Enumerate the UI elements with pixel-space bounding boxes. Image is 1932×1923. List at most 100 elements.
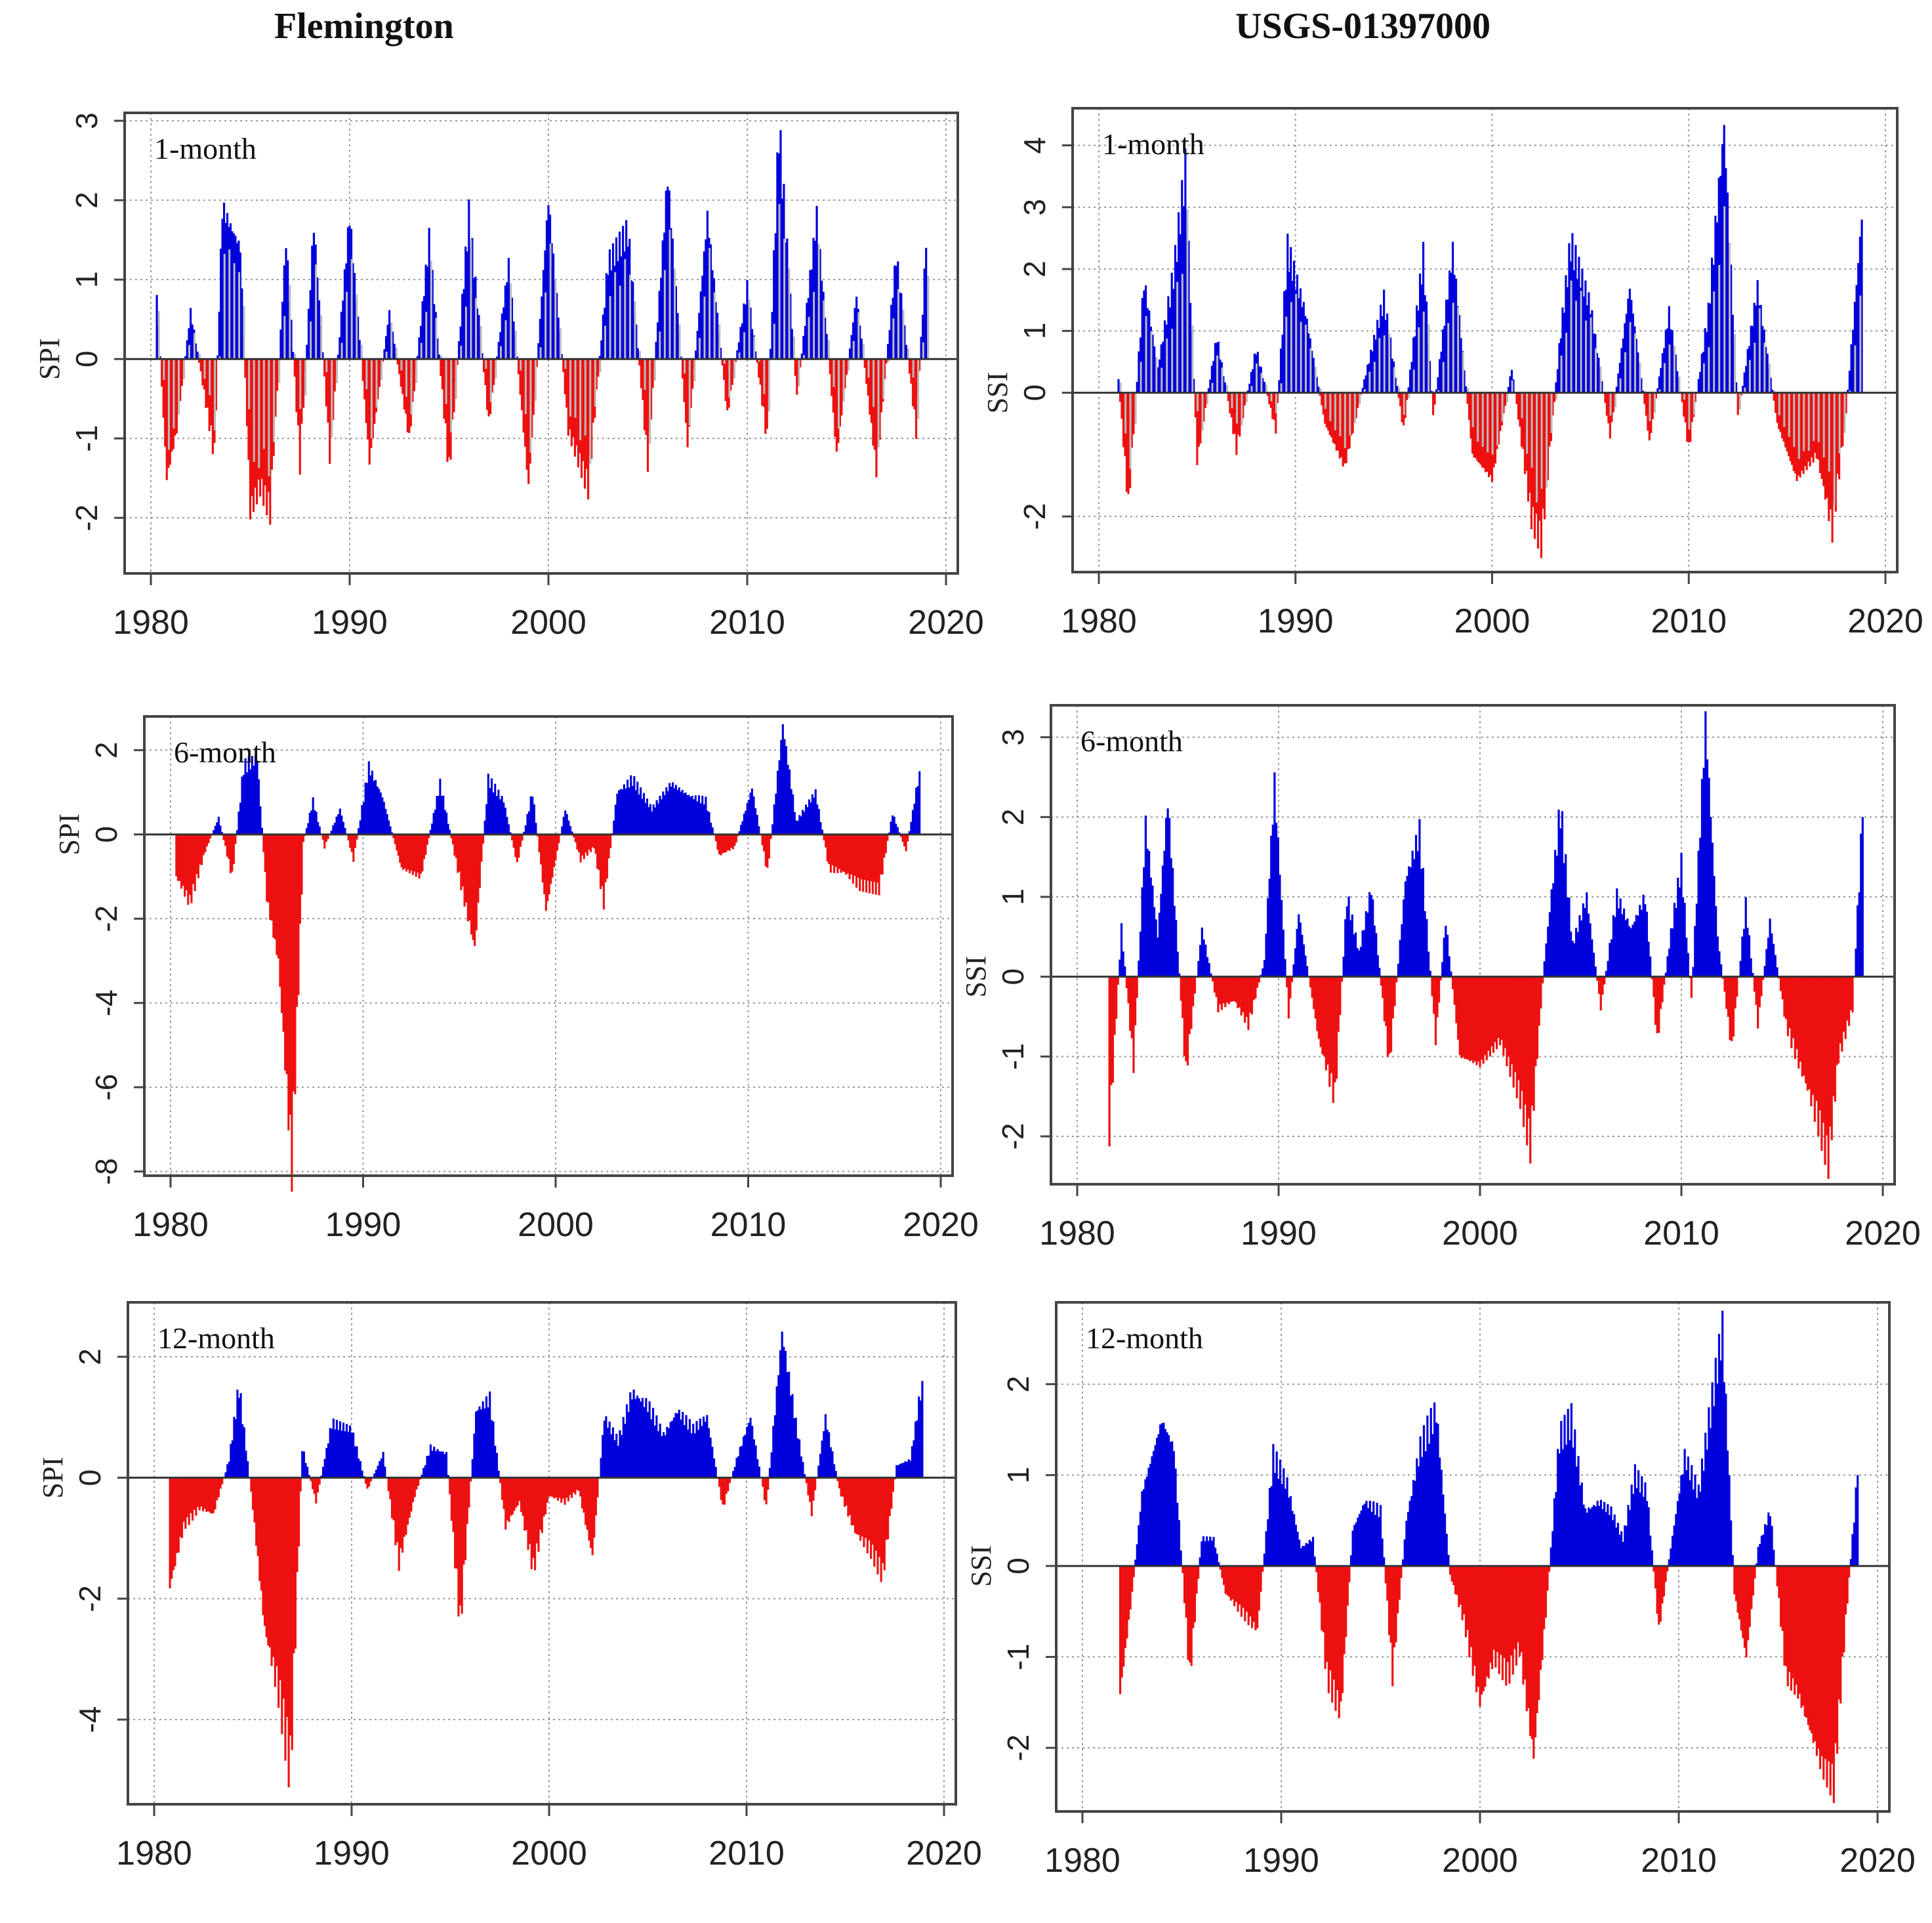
- data-bar: [825, 834, 827, 848]
- x-tick-label: 1990: [1241, 1214, 1317, 1252]
- data-bar: [737, 1456, 740, 1478]
- data-bar: [795, 820, 798, 835]
- data-bar: [1346, 1565, 1349, 1606]
- data-bar: [913, 359, 916, 409]
- data-bar: [1796, 392, 1798, 482]
- data-bar: [711, 1447, 714, 1478]
- data-bar: [804, 325, 806, 360]
- data-bar: [910, 821, 913, 835]
- data-bar: [403, 359, 405, 410]
- data-bar: [548, 834, 550, 895]
- data-bar: [1817, 1565, 1820, 1749]
- data-bar: [231, 834, 234, 872]
- data-bar: [1222, 376, 1225, 393]
- data-bar: [793, 812, 796, 835]
- data-bar: [422, 834, 425, 859]
- data-bar: [774, 233, 777, 360]
- data-bar: [285, 248, 287, 360]
- data-bar: [888, 330, 891, 360]
- data-bar: [1275, 1451, 1278, 1566]
- data-bar: [642, 359, 644, 400]
- data-bar: [617, 790, 621, 835]
- data-bar: [1370, 895, 1372, 977]
- data-bar: [1235, 1565, 1237, 1602]
- data-bar: [643, 1407, 646, 1478]
- data-bar: [553, 1478, 556, 1499]
- data-bar: [463, 834, 466, 907]
- data-bar: [1538, 1565, 1540, 1701]
- data-bar: [1487, 976, 1490, 1051]
- data-bar: [1666, 328, 1669, 393]
- data-bar: [521, 834, 524, 841]
- data-bar: [1358, 950, 1361, 977]
- data-bar: [577, 834, 581, 852]
- data-bar: [1353, 934, 1355, 977]
- data-bar: [1694, 392, 1696, 402]
- data-bar: [1526, 976, 1529, 1146]
- data-bar: [254, 755, 257, 835]
- data-bar: [1609, 943, 1611, 977]
- data-bar: [1532, 976, 1535, 1111]
- data-bar: [1515, 1565, 1517, 1666]
- data-bar: [918, 771, 921, 835]
- data-bar: [1180, 1550, 1182, 1566]
- data-bar: [1329, 1565, 1332, 1670]
- data-bar: [693, 799, 695, 835]
- data-bar: [401, 1478, 404, 1553]
- data-bar: [289, 834, 291, 1115]
- data-bar: [209, 834, 212, 839]
- data-bar: [301, 1451, 304, 1478]
- data-bar: [258, 1478, 261, 1581]
- data-bar: [267, 1478, 270, 1646]
- data-bar: [396, 1478, 399, 1542]
- data-bar: [560, 354, 563, 360]
- data-bar: [1193, 379, 1195, 393]
- data-bar: [1240, 976, 1243, 1016]
- data-bar: [616, 793, 619, 835]
- data-bar: [1790, 1565, 1792, 1691]
- data-bar: [468, 1478, 470, 1508]
- data-bar: [581, 834, 584, 856]
- data-bar: [816, 804, 819, 835]
- data-bar: [1278, 380, 1281, 393]
- data-bar: [1326, 1565, 1328, 1663]
- data-bar: [793, 1418, 796, 1478]
- data-bar: [590, 834, 592, 852]
- data-bar: [1117, 976, 1119, 985]
- data-bar: [1174, 1468, 1177, 1566]
- data-bar: [1844, 976, 1847, 1039]
- data-bar: [829, 1447, 832, 1478]
- data-bar: [796, 821, 799, 835]
- data-bar: [1204, 392, 1206, 408]
- data-bar: [579, 1478, 582, 1497]
- data-bar: [1326, 976, 1329, 1065]
- data-bar: [758, 359, 760, 378]
- data-bar: [914, 1421, 917, 1478]
- data-bar: [838, 1478, 841, 1489]
- data-bar: [220, 249, 222, 360]
- data-bar: [1594, 1506, 1597, 1566]
- data-bar: [1628, 1510, 1632, 1566]
- data-bar: [1668, 948, 1671, 977]
- data-bar: [1534, 1565, 1537, 1737]
- data-bar: [1784, 392, 1787, 447]
- data-bar: [1496, 1565, 1499, 1653]
- data-bar: [1815, 1565, 1818, 1756]
- data-bar: [318, 300, 321, 360]
- data-bar: [1252, 369, 1254, 393]
- data-bar: [1344, 919, 1347, 977]
- data-bar: [1857, 905, 1859, 977]
- data-bar: [1543, 961, 1546, 977]
- data-bar: [1700, 353, 1703, 393]
- data-bar: [353, 273, 356, 360]
- data-bar: [1315, 377, 1318, 393]
- data-bar: [229, 834, 232, 873]
- data-bar: [1451, 976, 1454, 989]
- data-bar: [260, 827, 263, 835]
- data-bar: [1303, 1546, 1306, 1566]
- data-bar: [1119, 959, 1121, 977]
- data-bar: [870, 1478, 873, 1559]
- data-bar: [1279, 348, 1283, 393]
- data-bar: [379, 792, 382, 835]
